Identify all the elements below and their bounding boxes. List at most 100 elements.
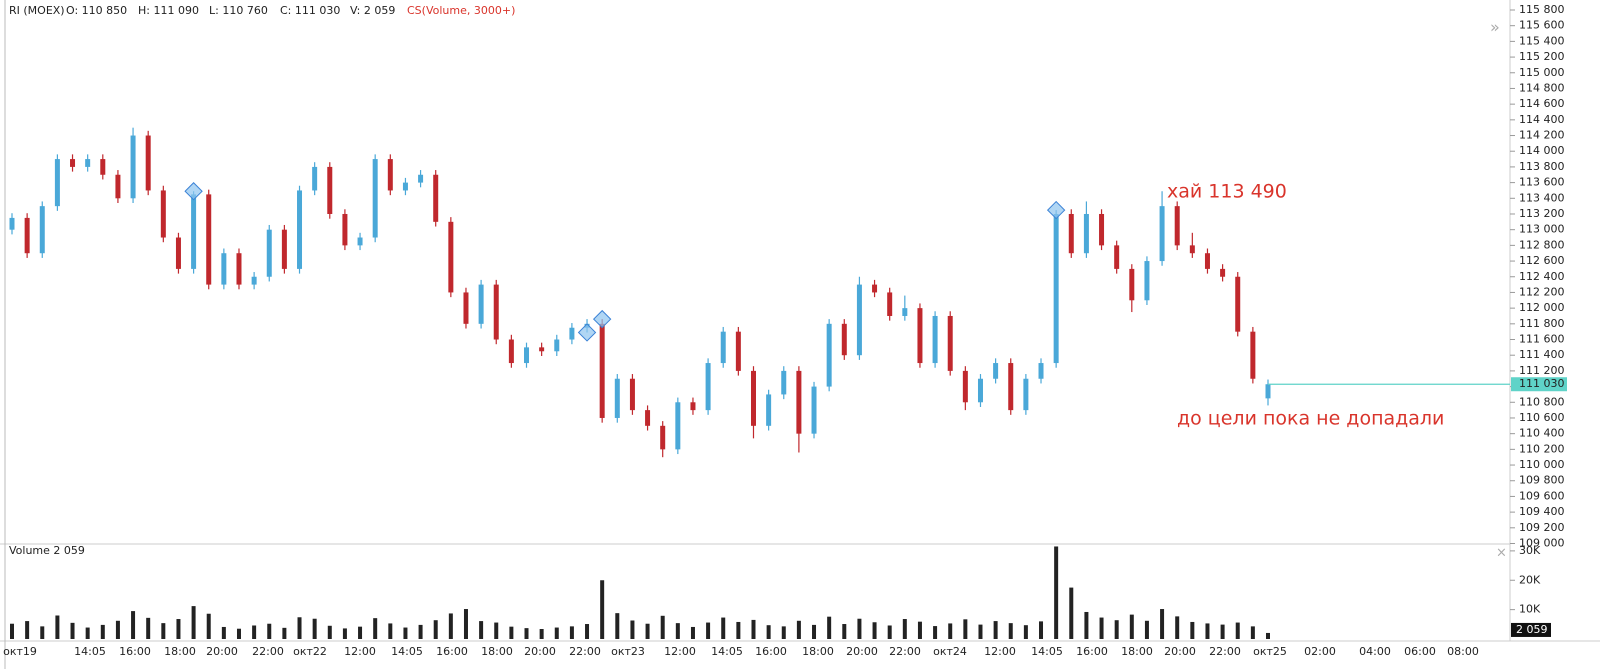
volume-bar (1205, 623, 1210, 639)
candle-body (418, 174, 424, 183)
volume-bar (1190, 621, 1195, 639)
volume-bar (721, 617, 726, 639)
volume-bar (373, 618, 378, 639)
volume-bar (115, 620, 120, 639)
candle-body (327, 166, 333, 214)
candle-body (796, 370, 802, 434)
volume-bar (1008, 623, 1013, 639)
x-tick-label: 08:00 (1447, 645, 1479, 658)
y-tick-label: 109 000 (1519, 537, 1565, 550)
volume-bar (146, 617, 151, 639)
x-tick-label: 14:05 (711, 645, 743, 658)
y-tick-label: 110 800 (1519, 395, 1565, 408)
candle-body (372, 159, 378, 238)
candle-body (1159, 206, 1165, 262)
candle-body (1235, 276, 1241, 332)
candle-body (1038, 363, 1044, 379)
candle-body (236, 253, 242, 285)
candle-body (448, 221, 454, 293)
candle-body (463, 292, 469, 324)
candle-body (175, 237, 181, 269)
candle-body (478, 284, 484, 324)
candle-body (826, 323, 832, 387)
candle-body (493, 284, 499, 340)
candle-body (962, 370, 968, 403)
y-tick-label: 112 800 (1519, 238, 1565, 251)
volume-bar (297, 617, 302, 639)
y-tick-label: 115 200 (1519, 50, 1565, 63)
collapse-icon[interactable]: » (1490, 18, 1500, 37)
volume-bar (630, 620, 635, 639)
candle-body (660, 425, 666, 450)
volume-bar (403, 627, 408, 639)
volume-bar (131, 611, 136, 639)
candle-body (508, 339, 514, 364)
x-tick-label: 20:00 (206, 645, 238, 658)
volume-bar (479, 621, 484, 639)
volume-bar (388, 623, 393, 639)
candle-body (433, 174, 439, 222)
volume-bar (418, 624, 423, 639)
x-tick-label: 12:00 (984, 645, 1016, 658)
volume-bar (252, 625, 257, 639)
ohlc-low: L: 110 760 (209, 4, 268, 17)
candle-body (720, 331, 726, 364)
candle-body (569, 327, 575, 340)
volume-bar (600, 580, 605, 639)
last-price-box (1511, 377, 1567, 392)
volume-bar (766, 625, 771, 639)
x-tick-label: 16:00 (119, 645, 151, 658)
y-tick-label: 115 000 (1519, 66, 1565, 79)
y-tick-label: 113 200 (1519, 207, 1565, 220)
candle-body (70, 159, 76, 167)
volume-bar (342, 628, 347, 639)
y-tick-label: 110 600 (1519, 411, 1565, 424)
y-tick-label: 112 600 (1519, 254, 1565, 267)
candle-body (614, 378, 620, 418)
volume-bar (1266, 632, 1270, 639)
close-icon[interactable]: × (1496, 546, 1507, 561)
candle-body (766, 394, 772, 426)
volume-bar (282, 627, 287, 639)
volume-bar (842, 624, 847, 639)
volume-bar (827, 616, 832, 639)
y-tick-label: 113 400 (1519, 191, 1565, 204)
candle-body (39, 206, 45, 254)
ohlc-volume: V: 2 059 (350, 4, 395, 17)
x-tick-label: 12:00 (344, 645, 376, 658)
x-tick-label: 22:00 (889, 645, 921, 658)
volume-bar (1220, 624, 1225, 639)
y-tick-label: 112 200 (1519, 285, 1565, 298)
signal-marker (184, 182, 203, 201)
candle-body (750, 370, 756, 426)
x-tick-label: 14:05 (391, 645, 423, 658)
candle-body (160, 190, 166, 238)
volume-bar (1144, 620, 1149, 639)
candle-body (947, 315, 953, 371)
volume-bar (267, 623, 272, 639)
y-tick-label: 115 600 (1519, 19, 1565, 32)
volume-bar (1235, 622, 1240, 639)
candle-body (297, 190, 303, 269)
annotation-target: до цели пока не допадали (1177, 408, 1444, 430)
volume-bar (645, 623, 650, 639)
candle-body (221, 253, 227, 285)
candle-body (251, 276, 257, 285)
candle-body (54, 159, 60, 207)
y-tick-label: 115 800 (1519, 3, 1565, 16)
volume-bar (902, 619, 907, 639)
y-tick-label: 110 200 (1519, 442, 1565, 455)
x-tick-label: 16:00 (436, 645, 468, 658)
x-tick-label: 16:00 (1076, 645, 1108, 658)
y-tick-label: 114 800 (1519, 81, 1565, 94)
volume-bar (978, 624, 983, 639)
volume-bar (539, 629, 544, 639)
candle-body (24, 217, 30, 254)
y-tick-label: 113 800 (1519, 160, 1565, 173)
x-tick-label: 22:00 (1209, 645, 1241, 658)
volume-bar (85, 627, 90, 639)
candle-body (206, 194, 212, 285)
volume-bar (448, 613, 453, 639)
y-tick-label: 111 600 (1519, 333, 1565, 346)
